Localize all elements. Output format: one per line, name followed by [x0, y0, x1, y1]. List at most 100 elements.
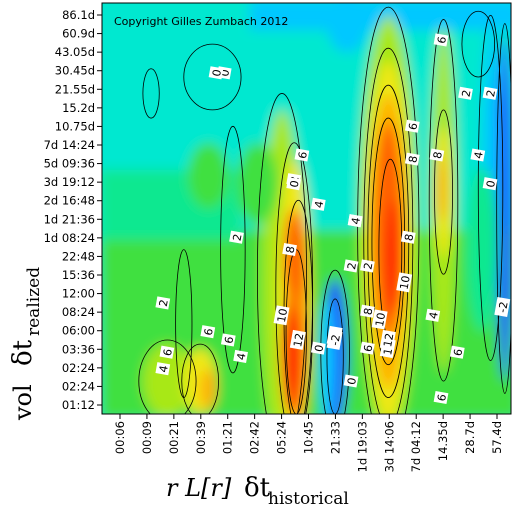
x-axis: 00:06 00:09 00:21 00:39 01:21 02:42 05:24 10:45… [113, 414, 504, 472]
contour-label-text: 2 [230, 233, 244, 242]
y-tick-label: 15:36 [62, 268, 95, 282]
y-axis: 86.1d 60.9d 43.05d 30.45d 21.55d 15.2d 10.75d 7… [44, 8, 102, 412]
contour-label-bg [200, 325, 216, 339]
contour-label: 0 [482, 177, 498, 191]
x-axis-title-subscript: historical [268, 489, 349, 509]
contour-label-text: 2 [361, 262, 375, 271]
x-tick-label: 01:21 [221, 421, 235, 454]
contour-label: 2 [458, 86, 474, 100]
x-tick-label: 00:09 [140, 421, 154, 454]
x-tick-label: 28.7d [463, 421, 477, 454]
x-tick-label: 57.4d [490, 421, 504, 454]
contour-label: 4 [425, 308, 441, 322]
contour-label-bg [400, 230, 416, 244]
contour-line [496, 23, 511, 394]
contour-label-text: 6 [451, 348, 465, 357]
contour-label: 6 [360, 341, 375, 355]
x-tick: 01:21 [221, 421, 235, 454]
contour-label-bg [449, 345, 465, 359]
x-tick-label: 00:06 [113, 421, 127, 454]
contour-line [434, 109, 453, 275]
contour-label-bg [482, 86, 498, 100]
contour-label-text: 6 [296, 151, 310, 160]
contour-label: 4 [347, 214, 363, 228]
y-tick-label: 1d 08:24 [44, 231, 95, 245]
x-tick: 1d 19:03 [355, 421, 369, 472]
contour-label: 6 [220, 333, 236, 347]
contour-label-bg [282, 242, 297, 257]
x-tick: 02:42 [248, 421, 262, 454]
contour-label-text: 0 [218, 68, 232, 77]
contour-label: 8 [429, 148, 445, 162]
contour-label: 8 [400, 230, 416, 244]
x-tick-label: 02:42 [248, 421, 262, 454]
contour-label-text: 2 [345, 262, 359, 271]
contour-label: 8 [360, 304, 375, 318]
y-tick-label: 60.9d [62, 27, 95, 41]
contour-line [138, 339, 197, 414]
contour-line [428, 19, 459, 382]
contour-label-text: 6 [406, 122, 420, 131]
y-tick-label: 15.2d [62, 101, 95, 115]
contour-label-text: 6 [435, 393, 449, 402]
contour-label-bg [404, 119, 420, 133]
y-tick-label: 01:12 [62, 398, 95, 412]
contour-label-text: 0 [312, 344, 326, 353]
contour-label-bg [396, 272, 413, 293]
contour-label-bg [343, 374, 359, 388]
contour-label-text: 2 [484, 89, 498, 98]
contour-label-text: 8 [431, 151, 445, 160]
y-tick-label: 02:24 [62, 361, 95, 375]
y-tick-label: 06:00 [62, 324, 95, 338]
contour-label-bg [155, 362, 171, 376]
y-axis-title-subscript: realized [24, 267, 44, 336]
contour-label-bg [482, 177, 498, 191]
x-tick: 3d 14:06 [382, 421, 396, 472]
contour-label-text: 8 [402, 233, 416, 242]
contour-label-bg [289, 329, 306, 350]
contour-label-bg [347, 214, 363, 228]
contour-line [181, 343, 219, 414]
x-tick: 28.7d [463, 421, 477, 454]
x-tick: 7d 04:12 [409, 421, 423, 472]
contour-label-text: 0 [345, 377, 359, 386]
heat-blob [436, 155, 447, 221]
heat-blob [284, 208, 305, 308]
contour-label-bg [404, 152, 420, 166]
contour-label: 6 [159, 345, 175, 359]
contour-line [175, 249, 193, 398]
x-tick: 00:39 [194, 421, 208, 454]
contour-label-bg [233, 349, 248, 363]
x-tick: 05:24 [275, 421, 289, 454]
contour-label-bg [433, 390, 449, 405]
y-axis-title-symbol: δt [8, 339, 38, 366]
x-axis-title-prefix: r L[r] [166, 474, 232, 502]
x-axis-title: r L[r] δt historical [166, 473, 349, 509]
contour-label-text: 10 [398, 275, 413, 291]
contour-label-bg [159, 345, 175, 359]
heat-blur-group [102, 3, 511, 414]
heat-blob [200, 368, 217, 410]
x-tick-label: 00:39 [194, 421, 208, 454]
contour-label: 6 [404, 119, 420, 133]
contour-label-text: 2 [157, 299, 171, 308]
y-tick-label: 86.1d [62, 8, 95, 22]
plot-frame [101, 2, 512, 415]
y-axis-title: vol δt realized [8, 267, 44, 421]
heat-blob [142, 344, 192, 414]
contour-label-text: 0 [484, 179, 498, 188]
x-tick-label: 00:21 [167, 421, 181, 454]
contour-label: 2 [360, 259, 375, 273]
contour-label-bg [273, 305, 290, 326]
heat-blob [326, 3, 368, 53]
heat-blob [236, 142, 278, 225]
x-tick-label: 10:45 [302, 421, 316, 454]
contour-label-text: 4 [157, 364, 171, 373]
contour-label-bg [360, 341, 375, 355]
x-tick: 10:45 [302, 421, 316, 454]
contour-label: 4 [233, 349, 249, 363]
contour-label: 4 [310, 197, 326, 211]
contour-label-bg [360, 304, 375, 318]
contour-label-text: 0 [210, 68, 224, 77]
